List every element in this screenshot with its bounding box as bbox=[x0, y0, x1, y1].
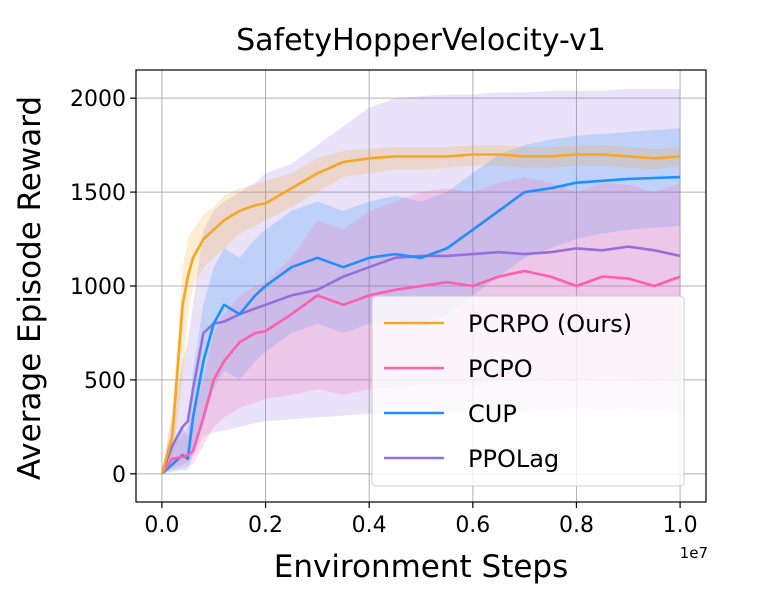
y-tick-label-3: 1500 bbox=[70, 181, 126, 206]
line-series-3 bbox=[160, 245, 681, 475]
x-tick-label-4: 0.8 bbox=[559, 513, 594, 538]
y-tick-label-2: 1000 bbox=[70, 275, 126, 300]
legend-label-3: PPOLag bbox=[468, 445, 559, 473]
legend-label-1: PCPO bbox=[468, 355, 533, 383]
series-lines bbox=[160, 153, 681, 475]
x-tick-label-1: 0.2 bbox=[248, 513, 283, 538]
line-series-0 bbox=[160, 153, 681, 475]
legend-box bbox=[371, 295, 685, 487]
x-tick-label-5: 1.0 bbox=[663, 513, 698, 538]
chart-title: SafetyHopperVelocity-v1 bbox=[236, 23, 606, 58]
x-tick-label-3: 0.6 bbox=[455, 513, 490, 538]
legend-label-2: CUP bbox=[468, 400, 517, 428]
y-axis-label: Average Episode Reward bbox=[12, 96, 48, 480]
x-axis-offset-label: 1e7 bbox=[680, 544, 708, 562]
x-tick-label-2: 0.4 bbox=[352, 513, 387, 538]
y-tick-label-1: 500 bbox=[84, 369, 126, 394]
y-tick-label-4: 2000 bbox=[70, 87, 126, 112]
x-tick-label-0: 0.0 bbox=[144, 513, 179, 538]
x-axis-label: Environment Steps bbox=[274, 549, 569, 585]
legend-label-0: PCRPO (Ours) bbox=[468, 310, 632, 338]
line-series-1 bbox=[160, 269, 681, 475]
y-tick-label-0: 0 bbox=[112, 463, 126, 488]
legend: PCRPO (Ours) PCPO CUP PPOLag bbox=[371, 295, 685, 487]
axis-ticks: 0.0 0.2 0.4 0.6 0.8 1.0 0 500 1000 1500 2000 bbox=[70, 87, 698, 538]
line-series-2 bbox=[161, 175, 681, 475]
